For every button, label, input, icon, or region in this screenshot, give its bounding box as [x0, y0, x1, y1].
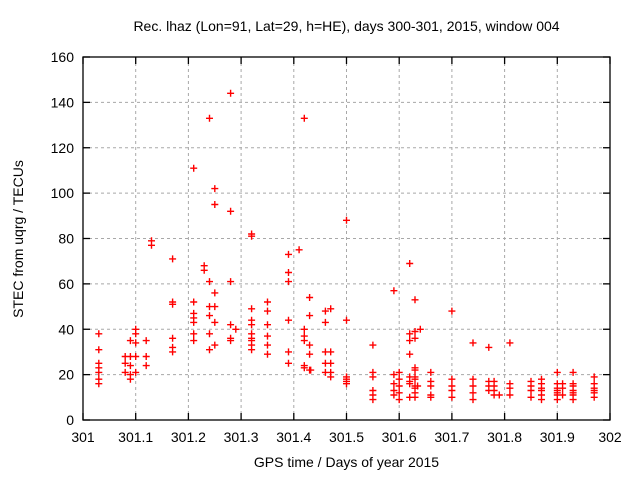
y-tick-label: 80: [58, 231, 74, 247]
x-tick-label: 301.7: [434, 429, 469, 445]
x-tick-label: 301.1: [118, 429, 153, 445]
tick-labels: 301 301.1 301.2 301.3 301.4 301.5 301.6 301.7 30…: [51, 49, 622, 445]
x-tick-label: 301.6: [382, 429, 417, 445]
x-tick-label: 301.2: [171, 429, 206, 445]
x-tick-label: 301.4: [276, 429, 311, 445]
y-tick-label: 160: [51, 49, 75, 65]
grid-lines: [83, 57, 610, 420]
x-tick-label: 301: [71, 429, 95, 445]
data-points: [95, 89, 598, 404]
chart-title: Rec. lhaz (Lon=91, Lat=29, h=HE), days 3…: [133, 18, 560, 34]
axes-frame: [82, 56, 611, 421]
y-tick-label: 100: [51, 185, 75, 201]
x-axis-label: GPS time / Days of year 2015: [253, 454, 440, 470]
x-tick-label: 301.9: [540, 429, 575, 445]
y-tick-label: 20: [58, 367, 74, 383]
y-tick-label: 140: [51, 94, 75, 110]
y-tick-label: 0: [66, 412, 74, 428]
y-tick-label: 120: [51, 140, 75, 156]
y-tick-label: 40: [58, 321, 74, 337]
x-tick-label: 301.8: [487, 429, 522, 445]
x-tick-label: 301.5: [329, 429, 364, 445]
x-tick-label: 301.3: [224, 429, 259, 445]
y-tick-label: 60: [58, 276, 74, 292]
x-tick-label: 302: [598, 429, 622, 445]
